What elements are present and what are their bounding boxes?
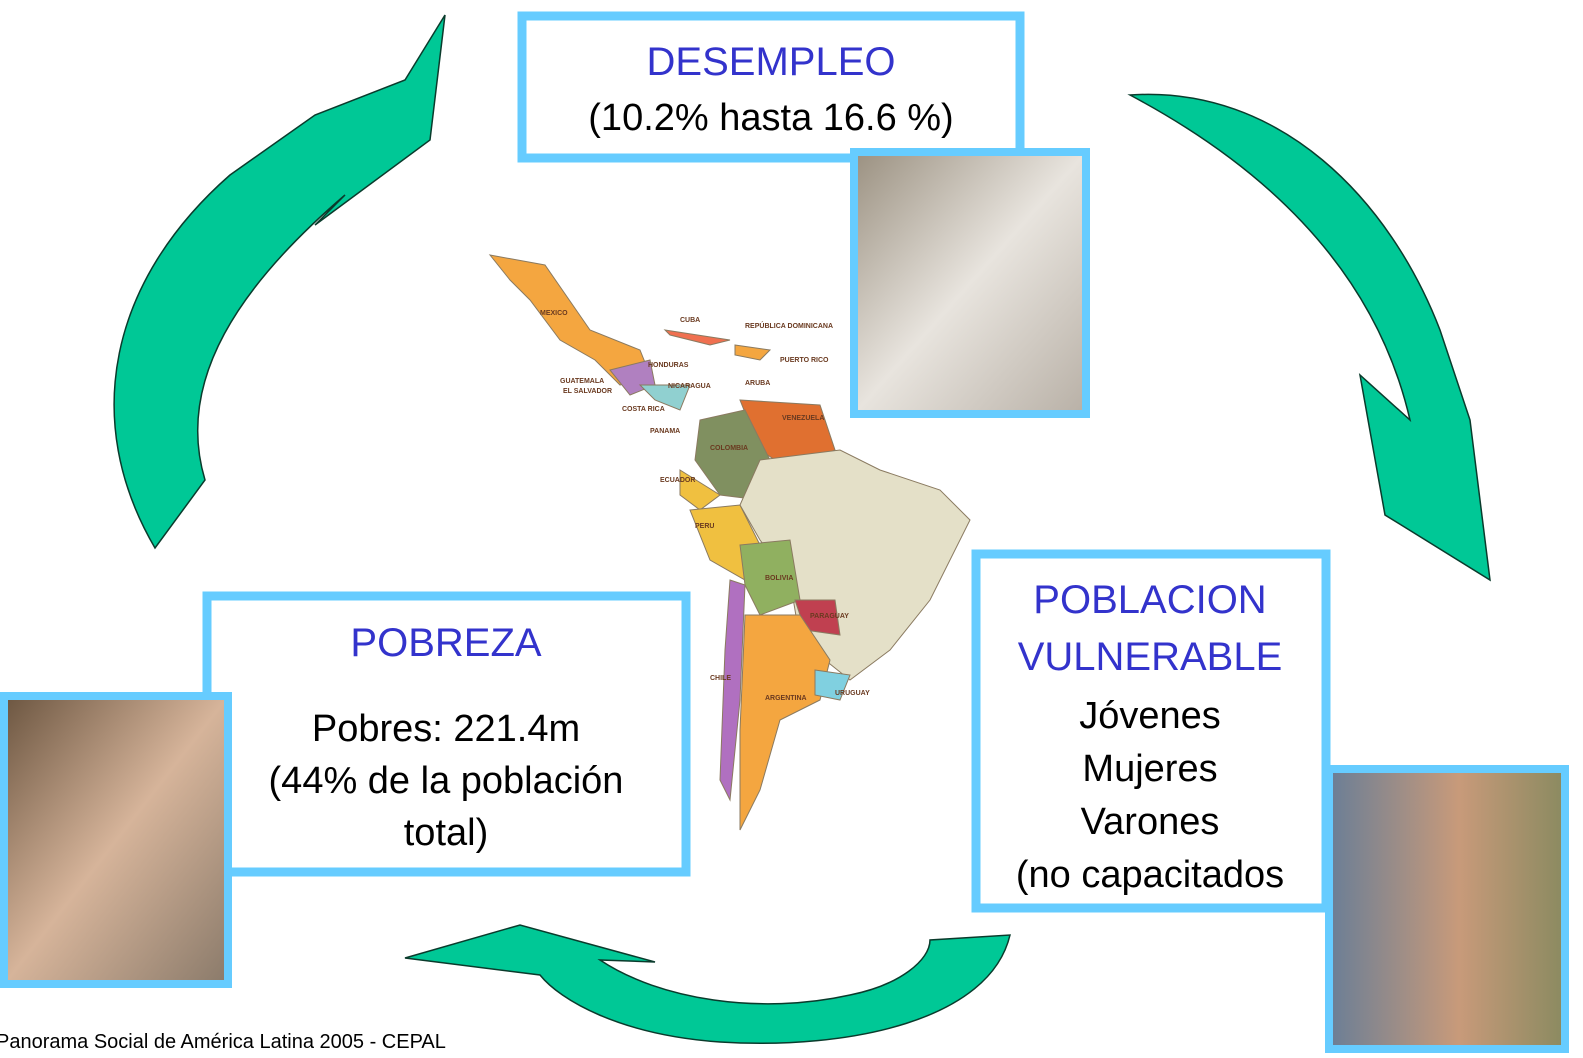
cycle-arrow [114, 15, 445, 548]
map-label: EL SALVADOR [563, 388, 612, 395]
node-text: (10.2% hasta 16.6 %) [588, 97, 953, 139]
map-label: MEXICO [540, 310, 568, 317]
map-label: URUGUAY [835, 690, 870, 697]
page: {"nodes": [ {"title": ["DESEMPLEO"], "li… [0, 0, 1583, 1053]
map-label: BOLIVIA [765, 575, 793, 582]
map-label: ARGENTINA [765, 695, 807, 702]
map-label: GUATEMALA [560, 378, 604, 385]
node-title: DESEMPLEO [647, 40, 896, 84]
map-label: ECUADOR [660, 477, 695, 484]
map-label: HONDURAS [648, 362, 689, 369]
map-label: VENEZUELA [782, 415, 824, 422]
map-label: CHILE [710, 675, 731, 682]
map-label: PARAGUAY [810, 613, 849, 620]
map-label: CUBA [680, 317, 700, 324]
cycle-arrow [1130, 94, 1490, 580]
node-text: Pobres: 221.4m [312, 708, 580, 750]
node-title: VULNERABLE [1018, 635, 1283, 679]
node-title: POBLACION [1033, 578, 1266, 622]
photo [4, 696, 228, 984]
node-text: (44% de la población [269, 760, 624, 802]
node-text: (no capacitados [1016, 854, 1284, 896]
map-label: COSTA RICA [622, 406, 665, 413]
map-label: PERU [695, 523, 714, 530]
source: Panorama Social de América Latina 2005 -… [0, 1031, 446, 1053]
cycle-arrow [405, 925, 1010, 1043]
map-label: ARUBA [745, 380, 770, 387]
map-label: REPÚBLICA DOMINICANA [745, 321, 833, 330]
node-text: Varones [1081, 801, 1220, 843]
photo [1329, 769, 1565, 1049]
node-title: POBREZA [350, 621, 541, 665]
map-label: PUERTO RICO [780, 357, 829, 364]
photo [854, 152, 1086, 414]
map-label: COLOMBIA [710, 445, 748, 452]
diagram: MEXICO CUBA REPÚBLICA DOMINICANA PUERTO RIC… [0, 0, 1583, 1053]
node-text: Jóvenes [1079, 695, 1221, 737]
map-label: NICARAGUA [668, 383, 711, 390]
node-text: total) [404, 812, 488, 854]
map-label: PANAMA [650, 428, 680, 435]
node-text: Mujeres [1082, 748, 1217, 790]
